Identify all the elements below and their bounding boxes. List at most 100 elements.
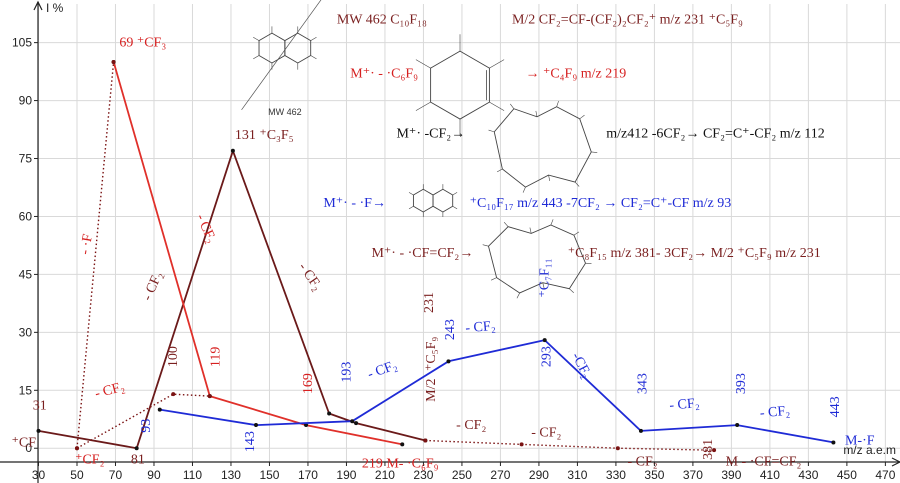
x-tick-label: 230 [413, 468, 433, 482]
annotation-label: - CF₂ [456, 418, 486, 433]
structure-macrocycle [482, 219, 592, 299]
annotation-label: 119 [208, 347, 223, 367]
ring [284, 32, 312, 64]
annotation-label: 169 [301, 373, 316, 394]
ring [432, 188, 454, 213]
fluorine-bond [488, 129, 495, 133]
y-tick-label: 0 [25, 441, 32, 455]
annotation-label: - CF₂ [759, 404, 790, 422]
fluorine-bond [310, 36, 317, 41]
y-axis-label: I % [46, 1, 64, 15]
data-point-blue [350, 419, 355, 424]
annotation-label: 343 [636, 373, 651, 394]
fluorine-bond [591, 151, 598, 153]
data-point-dark [230, 148, 235, 153]
fluorine-bond [408, 192, 414, 196]
x-tick-label: 130 [221, 468, 241, 482]
structure-decalin: MW 462 [241, 0, 322, 117]
fluorine-bond [415, 59, 431, 69]
fluorine-bond [452, 206, 458, 210]
fluorine-bond [569, 288, 574, 293]
x-tick-label: 350 [644, 468, 664, 482]
ring [430, 50, 490, 120]
x-tick-label: 90 [147, 468, 161, 482]
annotation-label: 93 [139, 419, 154, 433]
x-tick-label: 470 [875, 468, 895, 482]
ring [493, 106, 592, 188]
annotation-label: ⁺C₇F₁₁ [538, 258, 553, 297]
series-line-dotted_tail [425, 439, 715, 451]
annotation-label: - CF₂ [93, 380, 126, 402]
x-tick-label: 450 [837, 468, 857, 482]
y-tick-label: 105 [12, 36, 32, 50]
fluorine-bond [579, 114, 585, 120]
fluorine-bond [529, 227, 532, 234]
x-tick-label: 290 [529, 468, 549, 482]
data-point-blue [157, 407, 162, 412]
fluorine-bond [496, 168, 503, 173]
fluorine-bond [491, 277, 497, 281]
x-axis-arrow [891, 457, 900, 467]
x-tick-label: 190 [336, 468, 356, 482]
annotation-label: - CF₂ [669, 396, 700, 414]
x-tick-label: 370 [683, 468, 703, 482]
fluorine-bond [482, 244, 489, 247]
fluorine-bond [284, 55, 291, 60]
structure-label: MW 462 [268, 107, 302, 117]
series-line-blue [159, 339, 834, 444]
annotation-label: - CF₂ [627, 455, 657, 470]
annotation-label: 100 [166, 346, 181, 367]
x-tick-label: 330 [606, 468, 626, 482]
structure-drawings: MW 462 [241, 0, 598, 299]
fluorine-bond [415, 101, 431, 111]
data-point-blue [831, 440, 836, 445]
data-point-blue [638, 428, 643, 433]
y-tick-label: 60 [19, 209, 33, 223]
structure-hexene [415, 34, 505, 137]
x-axis-label: m/z a.e.m [843, 443, 896, 457]
y-tick-label: 15 [19, 383, 33, 397]
data-point-dotted_tail [423, 438, 428, 443]
annotation-label: - CF₂ [295, 260, 325, 293]
fluorine-bond [310, 55, 317, 60]
x-tick-label: 70 [109, 468, 123, 482]
annotation-label: 143 [243, 431, 258, 452]
fluorine-bond [278, 36, 286, 41]
data-point-red [400, 442, 405, 447]
fluorine-bond [278, 55, 286, 60]
data-point-dotted_tail [712, 448, 717, 453]
annotation-label: 131 ⁺C₃F₅ [235, 128, 294, 143]
annotation-label: ⁺C₁₀F₁₇ m/z 443 -7CF₂ → CF₂=C⁺-CF m/z 93 [470, 196, 732, 211]
x-tick-label: 210 [375, 468, 395, 482]
annotation-label: M⁺· - ·CF=CF₂→ [371, 246, 473, 261]
x-tick-label: 270 [490, 468, 510, 482]
fluorine-bond [510, 103, 515, 109]
fluorine-bond [573, 231, 580, 236]
series-lines [36, 59, 836, 453]
fluorine-bond [284, 36, 291, 41]
annotation-label: M - ·CF=CF₂ [726, 455, 802, 470]
annotation-label: - CF₂ [366, 358, 400, 382]
data-point-dotted_high [74, 446, 79, 451]
fluorine-bond [535, 110, 538, 117]
data-point-dotted_tail [615, 446, 620, 451]
annotation-label: - CF₂ [531, 426, 561, 441]
annotation-label: 293 [539, 346, 554, 367]
annotation-label: → ⁺C₄F₉ m/z 219 [525, 66, 626, 81]
annotation-label: 443 [828, 396, 843, 417]
annotation-label: M/2 [424, 379, 439, 402]
y-tick-label: 75 [19, 152, 33, 166]
x-tick-label: 30 [32, 468, 46, 482]
fluorine-bond [489, 59, 505, 69]
data-point-blue [446, 359, 451, 364]
fluorine-bond [408, 206, 414, 210]
data-point-blue [735, 423, 740, 428]
annotation-label: M-·F [845, 433, 875, 448]
fluorine-bond [522, 186, 526, 193]
annotation-label: 231 [422, 292, 437, 313]
annotation-label: 193 [339, 362, 354, 383]
series-line-dark [38, 149, 426, 450]
annotation-label: 393 [734, 373, 749, 394]
fluorine-bond [516, 292, 520, 299]
annotation-label: 243 [443, 319, 458, 340]
